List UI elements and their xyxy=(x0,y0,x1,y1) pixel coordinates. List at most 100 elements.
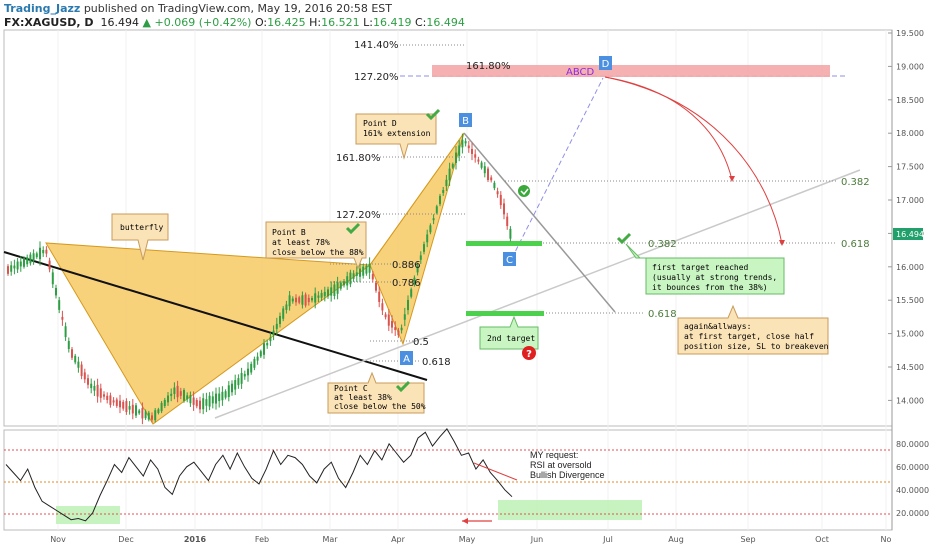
check-icon xyxy=(616,232,632,245)
svg-text:at least 38%: at least 38% xyxy=(334,393,392,402)
fib-0786-label: 0.786 xyxy=(392,278,421,289)
candle-body xyxy=(240,372,243,384)
candle-body xyxy=(250,363,253,373)
time-axis[interactable]: Nov Dec 2016 Feb Mar Apr May Jun Jul Aug Sep Oct No xyxy=(50,535,891,544)
fib-right-0382-label: 0.382 xyxy=(841,177,870,188)
candle-body xyxy=(477,159,480,162)
butterfly-pattern-left xyxy=(45,242,372,425)
candle-body xyxy=(192,397,195,405)
time-tick-label: Aug xyxy=(668,535,684,544)
candle-body xyxy=(106,395,109,400)
fib-141-label: 141.40% xyxy=(354,40,399,51)
candle-body xyxy=(170,393,173,396)
candle-body xyxy=(381,303,384,311)
chart-header: Trading_Jazz published on TradingView.co… xyxy=(0,0,932,36)
abcd-label: ABCD xyxy=(566,67,595,78)
candle-body xyxy=(231,383,233,393)
candle-body xyxy=(371,274,374,280)
price-change: +0.069 (+0.42%) xyxy=(154,16,252,29)
candle-body xyxy=(352,273,355,279)
candle-body xyxy=(218,393,221,402)
svg-text:butterfly: butterfly xyxy=(120,223,164,232)
candle-body xyxy=(467,145,470,149)
candle-body xyxy=(224,391,227,398)
candle-body xyxy=(35,253,38,258)
candle-body xyxy=(215,393,217,404)
candle-body xyxy=(471,148,473,154)
publish-info: published on TradingView.com, May 19, 20… xyxy=(83,2,393,15)
candle-body xyxy=(499,194,502,206)
candle-body xyxy=(458,145,461,156)
price-tick-label: 18.000 xyxy=(896,129,924,138)
candle-body xyxy=(199,400,201,410)
candle-body xyxy=(26,257,29,265)
fib-mid-0618-label: 0.618 xyxy=(648,309,677,320)
svg-text:B: B xyxy=(462,116,469,127)
svg-text:RSI at oversold: RSI at oversold xyxy=(530,460,592,470)
candle-body xyxy=(77,361,80,368)
last-price: 16.494 xyxy=(100,16,140,29)
first-target-note: first target reached (usually at strong … xyxy=(625,243,785,295)
candle-body xyxy=(346,276,349,286)
candle-body xyxy=(125,401,128,413)
svg-text:close below the 50%: close below the 50% xyxy=(334,402,426,411)
change-up-icon: ▲ xyxy=(142,16,152,29)
candle-body xyxy=(429,225,432,233)
candle-body xyxy=(99,388,102,398)
svg-text:?: ? xyxy=(526,349,532,360)
price-tick-label: 18.500 xyxy=(896,96,924,105)
candle-body xyxy=(442,190,445,193)
svg-text:Point B: Point B xyxy=(272,228,306,237)
uptrend-line xyxy=(214,169,861,419)
rsi-pane-frame xyxy=(3,429,893,531)
candle-body xyxy=(419,255,422,260)
candle-body xyxy=(176,385,179,398)
candle-body xyxy=(80,364,83,377)
candle-body xyxy=(173,387,176,395)
symbol-label[interactable]: FX:XAGUSD, D xyxy=(4,16,94,29)
candle-body xyxy=(307,297,310,303)
candle-body xyxy=(301,295,304,305)
candle-body xyxy=(291,298,294,302)
target-reached-icon xyxy=(518,185,530,197)
price-tick-label: 16.000 xyxy=(896,263,924,272)
point-b-marker xyxy=(459,113,472,127)
svg-text:161% extension: 161% extension xyxy=(363,129,431,138)
fib-mid-0382-label: 0.382 xyxy=(648,239,677,250)
candle-body xyxy=(298,297,301,303)
candle-body xyxy=(279,316,281,324)
rsi-axis[interactable]: 80.0000 60.0000 40.0000 20.0000 xyxy=(896,440,929,518)
again-note: again&allways: at first target, close ha… xyxy=(677,304,829,355)
rsi-tick-label: 40.0000 xyxy=(896,486,929,495)
point-d-marker xyxy=(599,56,612,70)
candle-body xyxy=(314,293,317,303)
candle-body xyxy=(432,218,435,221)
candle-body xyxy=(439,195,441,205)
channel-line xyxy=(463,132,616,313)
candle-body xyxy=(365,265,368,274)
time-tick-label: Oct xyxy=(815,535,829,544)
price-axis[interactable]: 19.50019.00018.50018.00017.50017.00016.5… xyxy=(888,29,924,405)
time-tick-label: No xyxy=(881,535,892,544)
author-link[interactable]: Trading_Jazz xyxy=(4,2,81,15)
svg-text:Point D: Point D xyxy=(363,119,397,128)
rsi-oversold-zone xyxy=(56,506,120,524)
candle-body xyxy=(19,261,22,267)
candles xyxy=(7,133,512,425)
question-icon xyxy=(522,346,536,360)
candle-body xyxy=(490,177,493,181)
candle-body xyxy=(90,383,93,389)
candle-body xyxy=(253,359,256,368)
candle-body xyxy=(269,337,272,342)
price-tick-label: 17.000 xyxy=(896,196,924,205)
svg-text:again&allways:: again&allways: xyxy=(684,322,751,331)
high-value: 16.521 xyxy=(321,16,360,29)
zone-161-label: 161.80% xyxy=(466,61,511,72)
candle-body xyxy=(400,327,403,331)
candle-body xyxy=(141,408,144,419)
time-tick-label: Mar xyxy=(322,535,338,544)
time-tick-label: Apr xyxy=(391,535,406,544)
candle-body xyxy=(375,282,377,291)
rsi-tick-label: 80.0000 xyxy=(896,440,929,449)
